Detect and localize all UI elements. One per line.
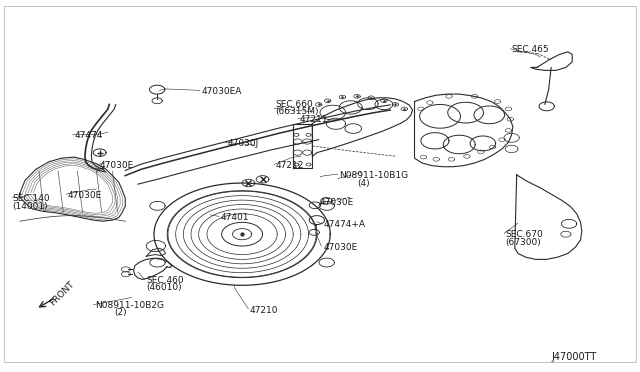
Text: N08911-10B1G: N08911-10B1G xyxy=(339,171,408,180)
Text: SEC.465: SEC.465 xyxy=(511,45,549,54)
Text: 47401: 47401 xyxy=(221,213,250,222)
Text: 47030E: 47030E xyxy=(68,191,102,200)
Text: 47030E: 47030E xyxy=(320,198,355,207)
Text: 47212: 47212 xyxy=(275,161,303,170)
Text: 47030E: 47030E xyxy=(323,243,358,251)
Text: SEC.660: SEC.660 xyxy=(275,100,313,109)
Text: 47030E: 47030E xyxy=(100,161,134,170)
Text: 47210: 47210 xyxy=(250,306,278,315)
Text: (14001): (14001) xyxy=(12,202,48,211)
Text: 47474: 47474 xyxy=(74,131,102,141)
Text: (4): (4) xyxy=(357,179,370,187)
Text: SEC.140: SEC.140 xyxy=(12,195,50,203)
Text: 47030J: 47030J xyxy=(227,139,259,148)
Text: 47474+A: 47474+A xyxy=(323,221,365,230)
Text: (46010): (46010) xyxy=(147,283,182,292)
Text: FRONT: FRONT xyxy=(49,279,77,307)
Text: SEC.670: SEC.670 xyxy=(505,230,543,240)
Text: SEC.460: SEC.460 xyxy=(147,276,184,285)
Text: 47030EA: 47030EA xyxy=(202,87,242,96)
Text: (67300): (67300) xyxy=(505,238,541,247)
Text: 47211: 47211 xyxy=(300,115,328,124)
Text: J47000TT: J47000TT xyxy=(551,352,596,362)
Text: (2): (2) xyxy=(115,308,127,317)
Text: (66315M): (66315M) xyxy=(275,108,319,116)
Text: N08911-10B2G: N08911-10B2G xyxy=(95,301,164,310)
